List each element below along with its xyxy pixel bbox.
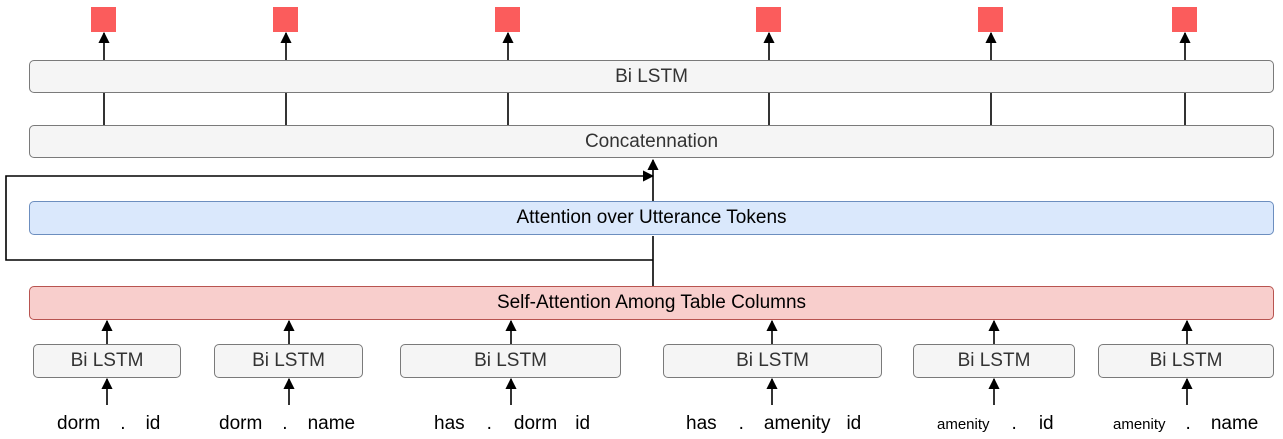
column-tokens: dorm . id: [57, 412, 160, 436]
attention-box: Attention over Utterance Tokens: [29, 201, 1274, 235]
column-tokens: has . dorm id: [434, 412, 590, 436]
top-bilstm-label: Bi LSTM: [615, 65, 688, 87]
column-bilstm-label: Bi LSTM: [252, 350, 325, 371]
column-bilstm-box: Bi LSTM: [1098, 344, 1274, 378]
token: has: [434, 413, 465, 434]
token: id: [1038, 413, 1054, 434]
column-bilstm-box: Bi LSTM: [663, 344, 882, 378]
token: has: [686, 413, 717, 434]
column-tokens: amenity . id: [937, 412, 1054, 436]
column-bilstm-box: Bi LSTM: [214, 344, 363, 378]
column-bilstm-box: Bi LSTM: [913, 344, 1075, 378]
output-square: [978, 7, 1003, 32]
concatenation-box: Concatennation: [29, 125, 1274, 158]
token: .: [1011, 413, 1017, 434]
column-bilstm-label: Bi LSTM: [736, 350, 809, 371]
attention-label: Attention over Utterance Tokens: [516, 207, 787, 228]
output-square: [273, 7, 298, 32]
token: .: [738, 413, 744, 434]
column-bilstm-box: Bi LSTM: [400, 344, 621, 378]
column-tokens: amenity . name: [1113, 412, 1258, 436]
token: .: [486, 413, 492, 434]
token: .: [282, 413, 288, 434]
output-square: [91, 7, 116, 32]
token: .: [1185, 413, 1191, 434]
column-bilstm-label: Bi LSTM: [474, 350, 547, 371]
token: id: [575, 413, 591, 434]
token: id: [145, 413, 161, 434]
self-attention-box: Self-Attention Among Table Columns: [29, 286, 1274, 320]
top-bilstm-box: Bi LSTM: [29, 60, 1274, 93]
column-bilstm-label: Bi LSTM: [70, 350, 144, 371]
output-square: [756, 7, 781, 32]
column-bilstm-label: Bi LSTM: [957, 350, 1031, 371]
column-bilstm-box: Bi LSTM: [33, 344, 181, 378]
self-attention-label: Self-Attention Among Table Columns: [496, 292, 807, 313]
token: .: [120, 413, 126, 434]
token: dorm: [57, 413, 101, 434]
token: name: [307, 413, 356, 434]
output-square: [1172, 7, 1197, 32]
skip-connection: [5, 170, 655, 261]
token: amenity: [1113, 415, 1166, 433]
column-tokens: dorm . name: [219, 412, 355, 436]
column-bilstm-label: Bi LSTM: [1149, 350, 1223, 371]
column-tokens: has . amenity id: [686, 412, 861, 436]
output-square: [495, 7, 520, 32]
token: amenity: [763, 413, 831, 434]
token: dorm: [219, 413, 263, 434]
token: id: [846, 413, 862, 434]
token: name: [1210, 413, 1259, 434]
token: amenity: [937, 415, 990, 433]
token: dorm: [513, 413, 558, 434]
concatenation-label: Concatennation: [584, 130, 719, 152]
